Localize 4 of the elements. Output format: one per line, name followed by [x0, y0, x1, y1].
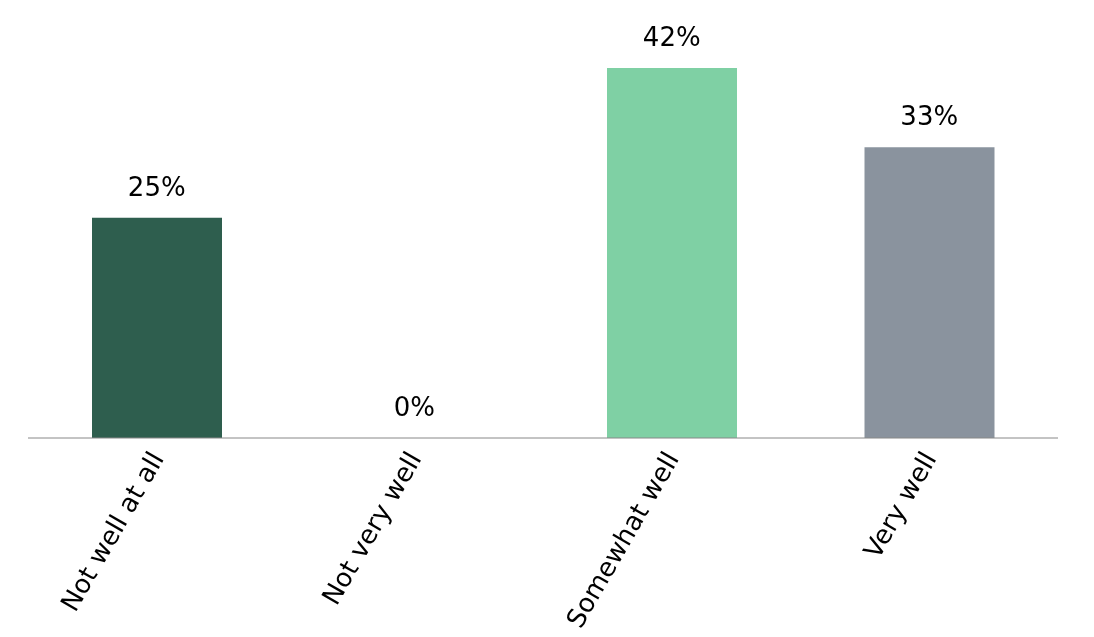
data-label: 25% [127, 171, 186, 202]
data-label: 0% [393, 392, 435, 422]
data-label: 33% [900, 101, 959, 132]
data-label: 42% [642, 22, 701, 52]
